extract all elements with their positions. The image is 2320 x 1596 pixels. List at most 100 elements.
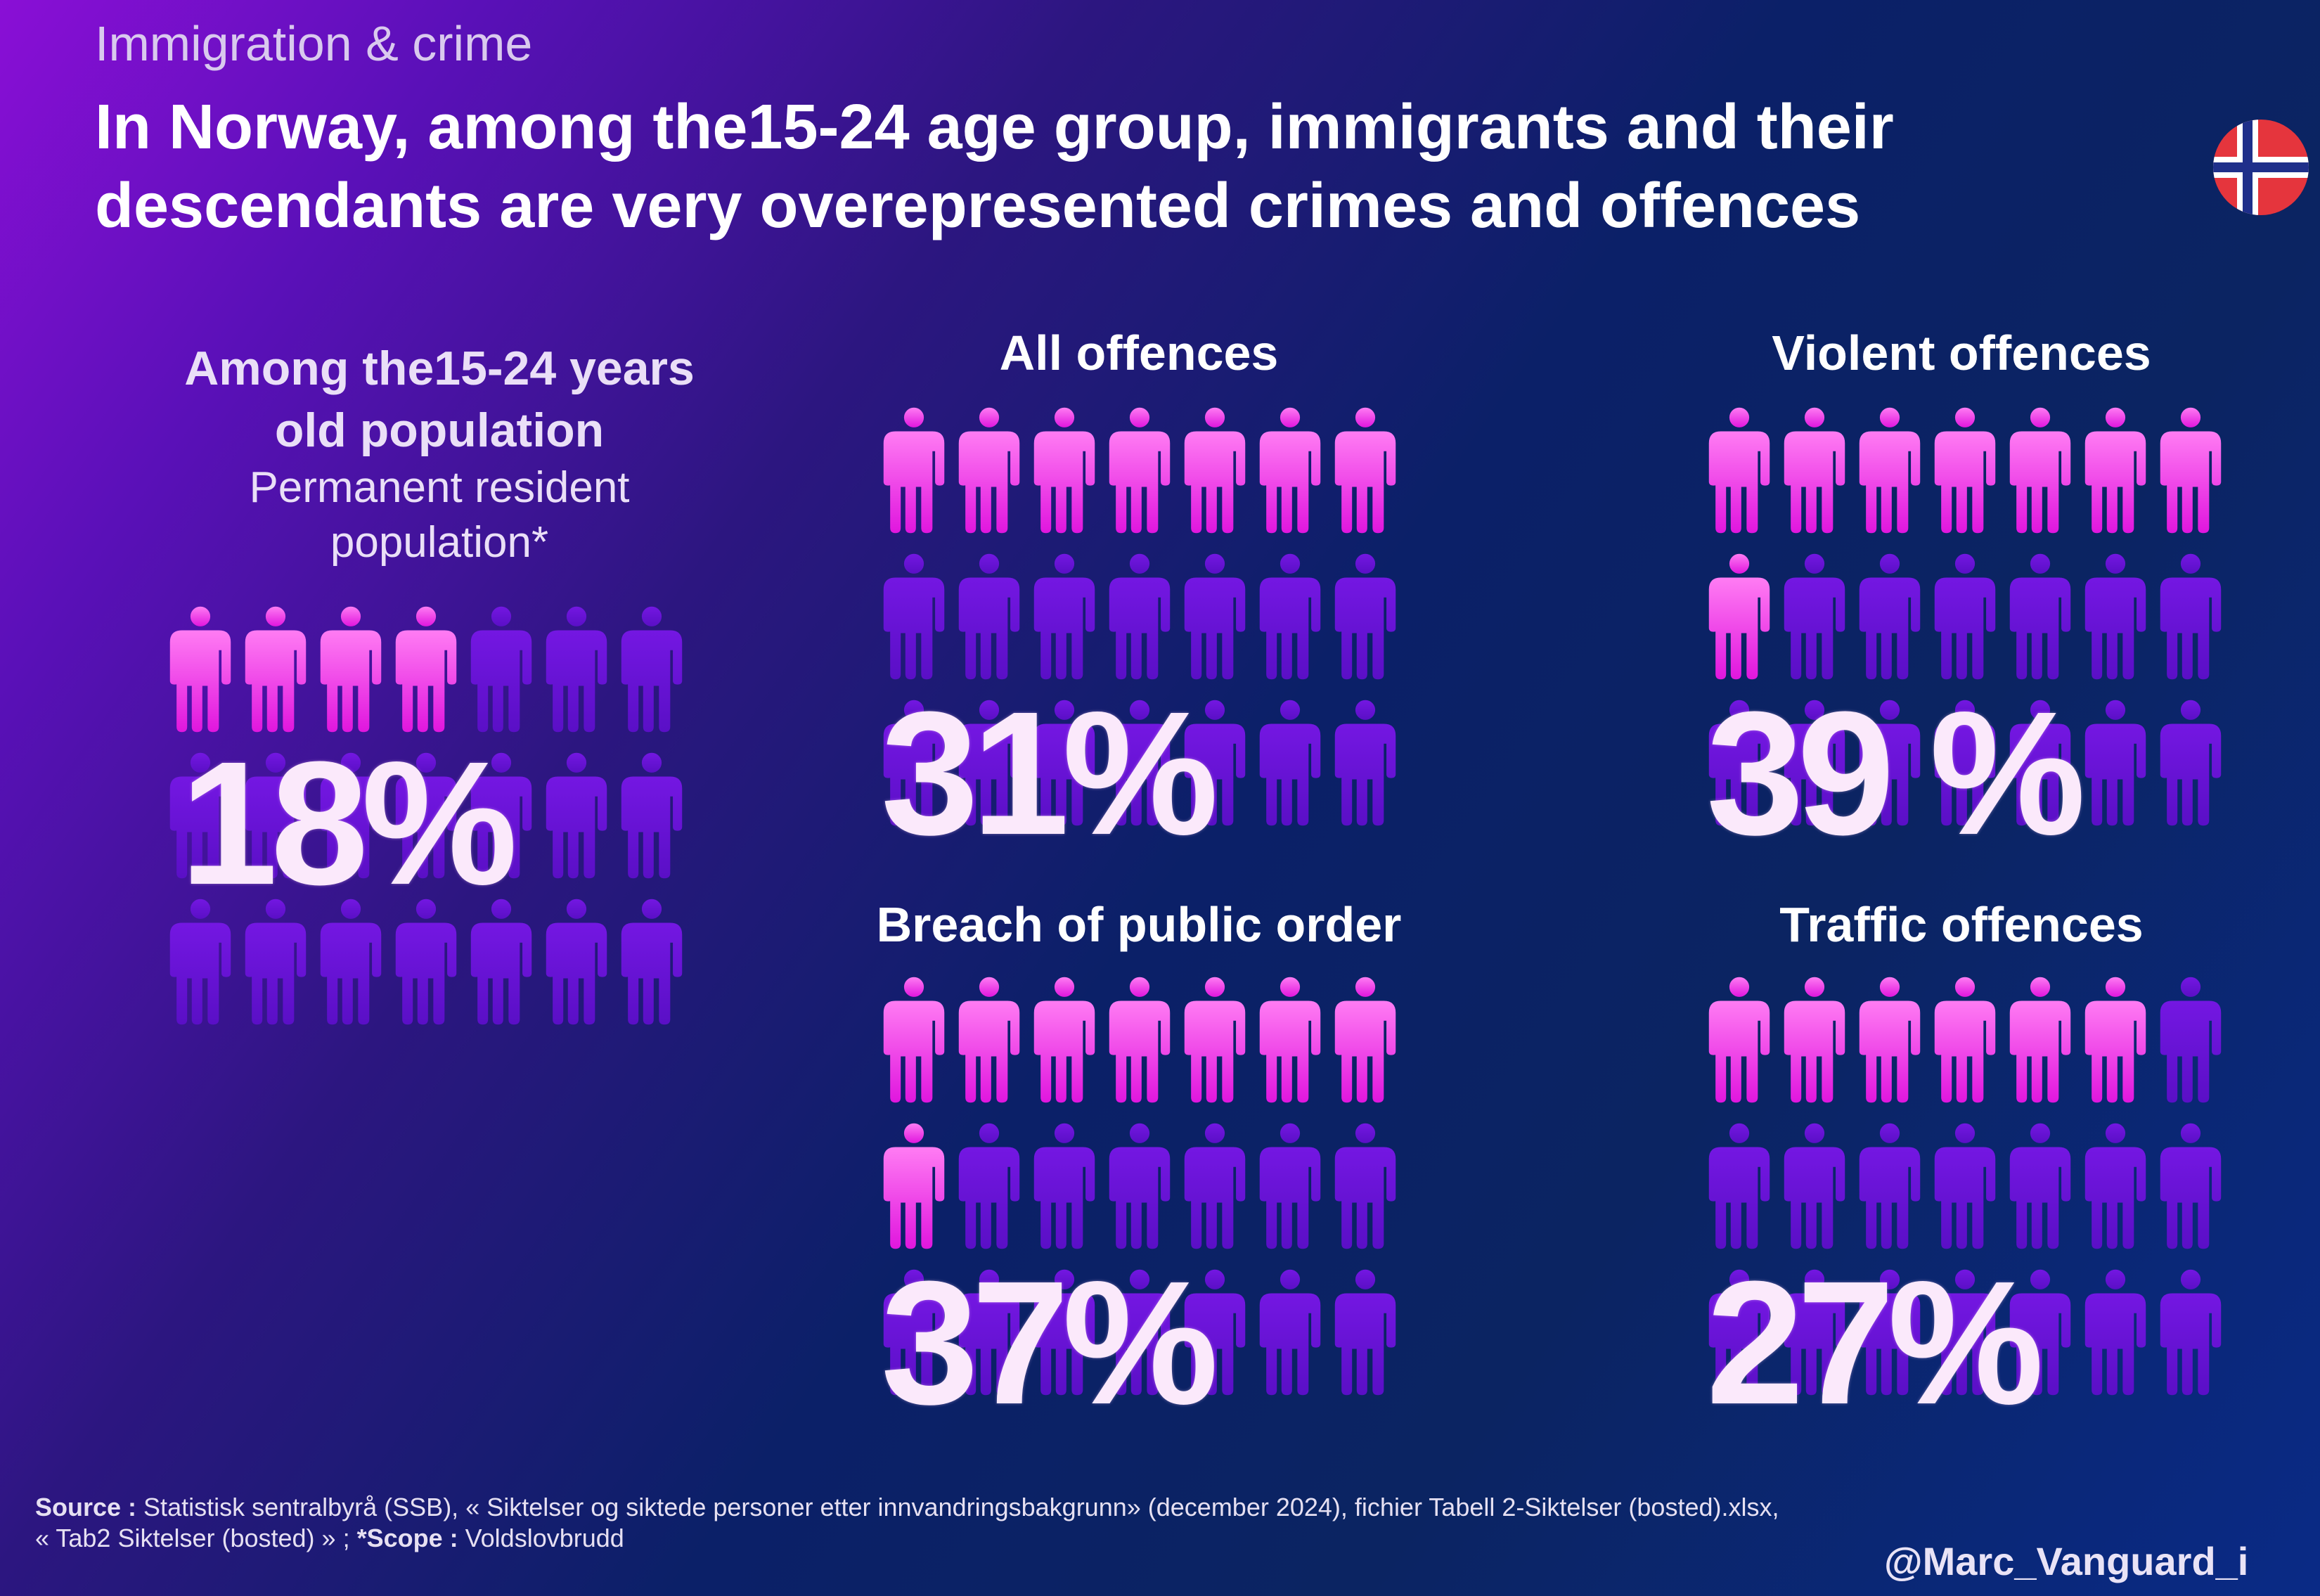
person-icon xyxy=(621,899,683,1025)
person-icon xyxy=(395,899,457,1025)
person-icon xyxy=(1109,700,1171,826)
person-icon xyxy=(1334,700,1396,826)
person-icon xyxy=(883,553,945,680)
person-icon-highlighted xyxy=(883,1123,945,1249)
person-icon xyxy=(546,606,607,733)
person-icon xyxy=(958,1123,1020,1249)
person-icon xyxy=(621,606,683,733)
traffic-offences-percent: 27% xyxy=(1706,1244,2044,1441)
person-icon xyxy=(1184,1123,1246,1249)
person-icon xyxy=(2084,700,2146,826)
scope-text: Voldslovbrudd xyxy=(458,1524,624,1552)
person-icon xyxy=(1334,1269,1396,1396)
person-icon xyxy=(1259,1123,1321,1249)
person-icon-highlighted xyxy=(1859,407,1921,534)
person-icon xyxy=(169,899,231,1025)
person-icon-highlighted xyxy=(1259,407,1321,534)
person-icon-highlighted xyxy=(1033,407,1095,534)
person-icon-highlighted xyxy=(245,606,307,733)
person-icon xyxy=(621,752,683,879)
population-subtitle: Permanent resident population* xyxy=(249,463,630,567)
person-icon xyxy=(2084,1123,2146,1249)
person-icon xyxy=(1033,553,1095,680)
person-icon-highlighted xyxy=(2084,407,2146,534)
person-icon-highlighted xyxy=(1109,407,1171,534)
person-icon xyxy=(1109,1123,1171,1249)
person-icon xyxy=(2084,553,2146,680)
person-icon xyxy=(1033,700,1095,826)
norway-flag-icon xyxy=(2213,120,2309,215)
person-icon-highlighted xyxy=(1334,977,1396,1103)
violent-offences-title: Violent offences xyxy=(1772,326,2151,380)
person-icon xyxy=(245,752,307,879)
person-icon-highlighted xyxy=(883,977,945,1103)
person-icon xyxy=(958,700,1020,826)
author-handle: @Marc_Vanguard_i xyxy=(1884,1539,2249,1583)
person-icon xyxy=(1334,553,1396,680)
person-icon xyxy=(1033,1269,1095,1396)
person-icon-highlighted xyxy=(1708,407,1770,534)
source-label: Source : xyxy=(35,1493,137,1521)
pictogram-all-offences xyxy=(881,397,1398,836)
person-icon xyxy=(1859,1123,1921,1249)
person-icon xyxy=(1259,1269,1321,1396)
person-icon-highlighted xyxy=(1184,407,1246,534)
pictogram-public-order xyxy=(881,967,1398,1405)
person-icon xyxy=(245,899,307,1025)
person-icon xyxy=(1784,553,1845,680)
person-icon xyxy=(958,1269,1020,1396)
person-icon xyxy=(958,553,1020,680)
person-icon-highlighted xyxy=(1859,977,1921,1103)
person-icon xyxy=(883,1269,945,1396)
person-icon xyxy=(1109,1269,1171,1396)
person-icon xyxy=(1184,1269,1246,1396)
person-icon xyxy=(2009,1123,2071,1249)
source-text: Statistisk sentralbyrå (SSB), « Siktelse… xyxy=(35,1493,1779,1552)
person-icon xyxy=(1259,553,1321,680)
person-icon xyxy=(1859,700,1921,826)
person-icon xyxy=(1708,1123,1770,1249)
person-icon-highlighted xyxy=(2009,407,2071,534)
person-icon-highlighted xyxy=(1033,977,1095,1103)
person-icon-highlighted xyxy=(395,606,457,733)
person-icon xyxy=(1109,553,1171,680)
person-icon-highlighted xyxy=(2009,977,2071,1103)
person-icon xyxy=(1934,1269,1996,1396)
person-icon xyxy=(883,700,945,826)
person-icon xyxy=(2160,1269,2222,1396)
person-icon-highlighted xyxy=(1184,977,1246,1103)
person-icon-highlighted xyxy=(1708,553,1770,680)
population-title: Among the15-24 years old population xyxy=(184,342,695,457)
page-title: In Norway, among the15-24 age group, imm… xyxy=(95,92,1894,241)
violent-offences-percent: 39 % xyxy=(1706,675,2086,871)
person-icon-highlighted xyxy=(1784,977,1845,1103)
pictogram-population xyxy=(167,596,685,1035)
person-icon xyxy=(1784,700,1845,826)
person-icon-highlighted xyxy=(1934,977,1996,1103)
person-icon-highlighted xyxy=(1784,407,1845,534)
person-icon xyxy=(470,606,532,733)
person-icon xyxy=(1784,1123,1845,1249)
person-icon-highlighted xyxy=(2160,407,2222,534)
person-icon-highlighted xyxy=(2084,977,2146,1103)
public-order-percent: 37% xyxy=(881,1244,1218,1441)
person-icon xyxy=(1708,1269,1770,1396)
person-icon xyxy=(2160,977,2222,1103)
pictogram-violent-offences xyxy=(1706,397,2224,836)
person-icon-highlighted xyxy=(1708,977,1770,1103)
person-icon xyxy=(395,752,457,879)
person-icon xyxy=(2009,553,2071,680)
person-icon-highlighted xyxy=(1109,977,1171,1103)
person-icon-highlighted xyxy=(1259,977,1321,1103)
person-icon xyxy=(1859,553,1921,680)
person-icon-highlighted xyxy=(320,606,382,733)
person-icon xyxy=(2009,700,2071,826)
person-icon-highlighted xyxy=(958,977,1020,1103)
population-percent: 18% xyxy=(180,725,517,921)
kicker: Immigration & crime xyxy=(95,16,533,71)
person-icon xyxy=(2160,553,2222,680)
person-icon-highlighted xyxy=(958,407,1020,534)
person-icon xyxy=(1184,700,1246,826)
person-icon xyxy=(1334,1123,1396,1249)
all-offences-percent: 31% xyxy=(881,675,1218,871)
